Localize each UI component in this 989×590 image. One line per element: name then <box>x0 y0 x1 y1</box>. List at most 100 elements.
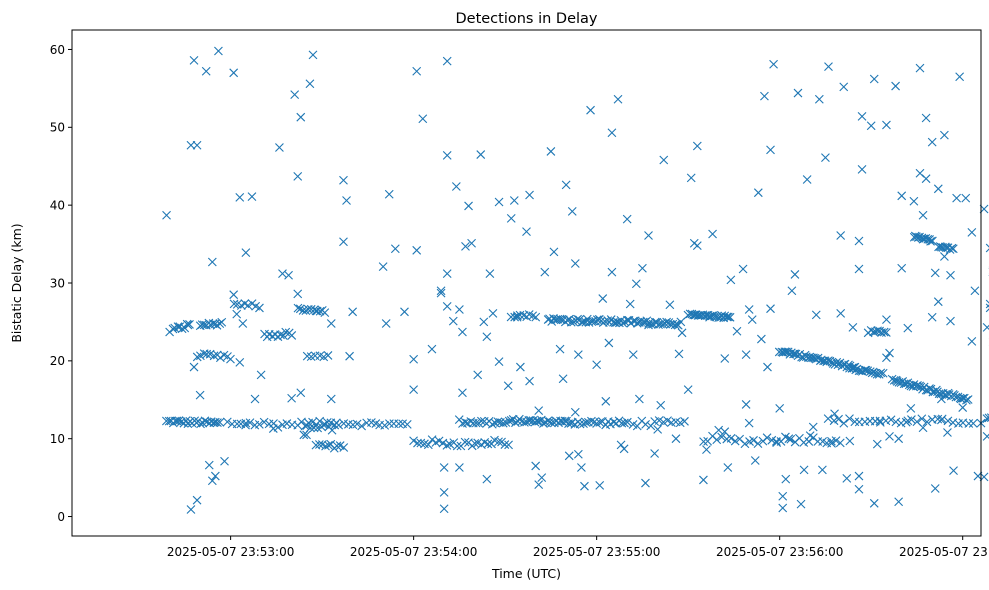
detection-marker <box>412 66 422 76</box>
detection-marker <box>275 143 284 152</box>
detection-marker <box>921 174 931 184</box>
detection-marker <box>302 351 312 361</box>
detection-marker <box>659 155 669 165</box>
detection-marker <box>879 327 889 337</box>
detection-marker <box>345 351 354 361</box>
detection-marker <box>293 303 303 313</box>
detection-marker <box>967 336 977 346</box>
y-axis-ticks: 0 10 20 30 40 50 60 <box>50 43 72 524</box>
detection-marker <box>821 153 830 163</box>
detection-marker <box>609 417 619 427</box>
detection-marker <box>863 366 873 376</box>
detection-marker <box>842 474 852 483</box>
detection-marker <box>816 355 826 365</box>
detection-marker <box>967 228 977 237</box>
detection-marker <box>912 232 921 242</box>
detection-marker <box>634 394 644 404</box>
detection-marker <box>656 400 666 410</box>
detection-marker <box>885 348 894 358</box>
detection-marker <box>677 328 687 338</box>
detection-marker <box>209 351 219 361</box>
detection-marker <box>326 394 336 404</box>
detection-marker <box>412 245 422 255</box>
detection-marker <box>903 416 913 426</box>
detection-marker <box>524 415 534 425</box>
detection-marker <box>394 419 404 429</box>
detection-marker <box>577 317 587 327</box>
detection-marker <box>869 74 879 84</box>
detection-marker <box>985 303 989 313</box>
detection-marker <box>352 419 362 429</box>
detection-marker <box>949 466 958 475</box>
detection-marker <box>296 112 306 122</box>
detection-marker <box>781 474 791 484</box>
detection-marker <box>510 312 520 322</box>
detection-marker <box>525 190 534 200</box>
detection-marker <box>189 55 199 65</box>
detection-marker <box>725 312 735 322</box>
detection-marker <box>439 504 449 514</box>
detection-marker <box>607 267 617 277</box>
detection-marker <box>940 130 949 140</box>
detection-marker <box>699 437 708 446</box>
detection-marker <box>531 461 541 471</box>
detection-marker <box>683 385 693 395</box>
detection-marker <box>165 327 174 337</box>
detection-marker <box>631 279 641 289</box>
detection-marker <box>326 319 336 328</box>
detection-marker <box>613 94 623 104</box>
detection-marker <box>680 416 689 426</box>
detection-marker <box>217 317 227 327</box>
detection-marker <box>241 420 250 430</box>
detection-marker <box>811 310 821 320</box>
detection-marker <box>836 231 846 240</box>
detection-marker <box>784 434 794 444</box>
detection-marker <box>487 439 496 449</box>
detection-marker <box>409 354 419 364</box>
detection-marker <box>775 403 785 413</box>
detection-marker <box>520 418 529 427</box>
detection-marker <box>506 213 516 223</box>
detection-marker <box>494 197 504 207</box>
detection-marker <box>744 418 754 428</box>
detection-marker <box>948 244 958 254</box>
detection-marker <box>547 418 556 428</box>
detection-marker <box>320 420 330 429</box>
detection-marker <box>712 435 722 445</box>
detection-marker <box>963 395 973 404</box>
detection-marker <box>722 312 732 322</box>
detection-marker <box>185 319 194 329</box>
detection-marker <box>579 419 588 429</box>
detection-marker <box>897 263 907 273</box>
detection-marker <box>946 316 955 326</box>
detection-marker <box>644 231 653 240</box>
detection-marker <box>832 357 842 367</box>
detection-marker <box>569 317 579 327</box>
detection-marker <box>448 316 458 326</box>
detection-marker <box>586 105 595 115</box>
detection-points <box>161 46 989 514</box>
detection-marker <box>641 478 650 488</box>
detection-marker <box>891 417 901 427</box>
x-axis-label: Time (UTC) <box>491 566 561 581</box>
detection-marker <box>607 128 617 138</box>
detection-marker <box>708 229 717 239</box>
detection-marker <box>442 301 452 311</box>
detection-marker <box>906 403 916 413</box>
detection-marker <box>922 417 932 427</box>
detection-marker <box>213 418 222 428</box>
detection-marker <box>202 417 212 427</box>
detection-marker <box>901 379 911 389</box>
detection-marker <box>384 189 394 199</box>
detection-marker <box>854 471 864 481</box>
detection-marker <box>528 311 538 321</box>
detection-marker <box>592 360 602 370</box>
detection-marker <box>823 414 833 423</box>
detection-marker <box>889 376 899 385</box>
detection-marker <box>214 46 223 56</box>
detection-marker <box>235 358 245 367</box>
detection-marker <box>476 150 486 159</box>
detection-marker <box>192 140 202 150</box>
detection-marker <box>854 264 864 274</box>
